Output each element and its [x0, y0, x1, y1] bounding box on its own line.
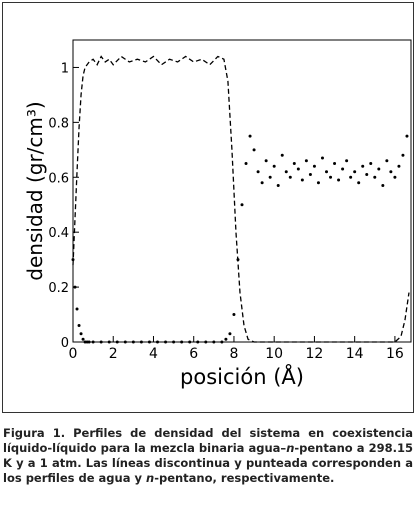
- data-point: [91, 340, 95, 344]
- data-point: [79, 332, 83, 336]
- data-point: [75, 307, 79, 311]
- data-point: [284, 170, 288, 174]
- data-point: [288, 175, 292, 179]
- data-point: [156, 340, 159, 344]
- data-point: [256, 170, 260, 174]
- data-point: [385, 159, 389, 163]
- data-point: [308, 173, 312, 177]
- data-point: [107, 340, 111, 344]
- data-point: [333, 162, 337, 166]
- data-point: [300, 178, 304, 182]
- data-point: [353, 170, 357, 174]
- chart: 0 2 4 6 8 10 12 14 16 0 0.2 0.4 0.6 0.8 1 posición (Å) d…: [23, 39, 412, 389]
- caption-italic: n: [286, 441, 295, 455]
- data-point: [397, 164, 401, 168]
- data-point: [292, 162, 296, 166]
- data-point: [316, 181, 320, 185]
- y-tick-label: 0.4: [48, 226, 69, 241]
- data-point: [401, 153, 405, 157]
- caption-text: Figura 1. Perfiles de densidad del siste…: [3, 426, 413, 455]
- data-point: [329, 175, 333, 179]
- data-point: [139, 340, 143, 344]
- y-tick-label: 0: [61, 336, 69, 351]
- data-point: [77, 324, 81, 328]
- data-point: [260, 181, 264, 185]
- data-point: [357, 181, 361, 185]
- data-point: [296, 167, 300, 171]
- data-point: [361, 164, 365, 168]
- data-point: [240, 203, 244, 207]
- data-point: [276, 184, 280, 188]
- x-tick-label: 12: [306, 346, 324, 362]
- x-tick-label: 10: [265, 346, 283, 362]
- data-point: [268, 175, 272, 179]
- data-point: [389, 170, 393, 174]
- data-point: [71, 258, 75, 262]
- figure-frame: [2, 2, 414, 413]
- x-tick-label: 16: [386, 346, 404, 362]
- y-axis-label: densidad (gr/cm³): [23, 101, 47, 280]
- data-point: [180, 340, 184, 344]
- data-point: [204, 340, 208, 344]
- y-tick-label: 0.6: [48, 171, 69, 186]
- data-point: [236, 258, 240, 262]
- data-point: [252, 148, 256, 152]
- x-axis-label: posición (Å): [180, 363, 304, 389]
- data-point: [349, 175, 353, 179]
- x-tick-label: 0: [69, 346, 78, 362]
- data-point: [147, 340, 151, 344]
- data-point: [341, 167, 345, 171]
- data-point: [73, 285, 77, 289]
- data-point: [264, 159, 268, 163]
- data-point: [232, 313, 236, 317]
- data-point: [345, 159, 349, 163]
- data-point: [123, 340, 127, 344]
- data-point: [248, 134, 252, 138]
- data-point: [337, 178, 341, 182]
- caption-text: -pentano a 298.15 K y a 1 atm. Las línea…: [3, 441, 413, 485]
- x-tick-label: 6: [189, 346, 198, 362]
- caption: Figura 1. Perfiles de densidad del siste…: [3, 426, 413, 486]
- caption-italic: n: [146, 471, 155, 485]
- data-point: [172, 340, 176, 344]
- caption-text: -pentano, respectivamente.: [154, 471, 335, 485]
- data-point: [81, 337, 85, 341]
- data-line: [72, 55, 410, 343]
- data-point: [131, 340, 135, 344]
- data-point: [320, 156, 324, 160]
- data-point: [164, 340, 168, 344]
- data-point: [381, 184, 385, 188]
- data-point: [212, 340, 216, 344]
- data-point: [405, 134, 409, 138]
- x-tick-label: 8: [229, 346, 238, 362]
- data-point: [312, 164, 316, 168]
- plot-frame: [72, 39, 412, 343]
- x-tick-label: 2: [109, 346, 118, 362]
- data-point: [304, 159, 308, 163]
- data-point: [365, 173, 369, 177]
- y-tick-label: 0.8: [48, 116, 69, 131]
- data-point: [393, 175, 397, 179]
- data-point: [87, 340, 91, 344]
- data-point: [99, 340, 103, 344]
- data-point: [325, 170, 328, 174]
- data-point: [373, 175, 377, 179]
- data-point: [224, 337, 228, 341]
- x-tick-label: 14: [346, 346, 364, 362]
- data-point: [272, 164, 276, 168]
- data-point: [220, 340, 224, 344]
- data-point: [228, 332, 232, 336]
- data-point: [115, 340, 119, 344]
- data-point: [244, 162, 248, 166]
- data-point: [377, 167, 381, 171]
- data-point: [280, 153, 284, 157]
- data-point: [369, 162, 373, 166]
- data-point: [188, 340, 192, 344]
- x-tick-label: 4: [149, 346, 158, 362]
- y-tick-label: 1: [61, 61, 69, 76]
- y-tick-label: 0.2: [48, 281, 69, 296]
- data-point: [196, 340, 200, 344]
